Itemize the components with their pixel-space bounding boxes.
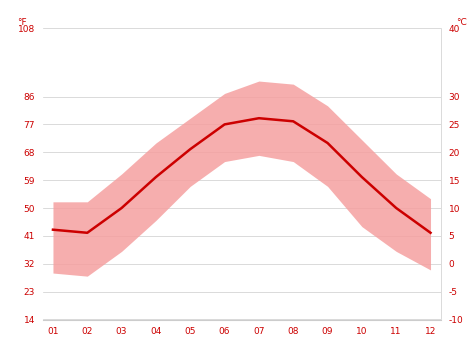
Text: °C: °C xyxy=(456,18,467,27)
Text: °F: °F xyxy=(17,18,27,27)
